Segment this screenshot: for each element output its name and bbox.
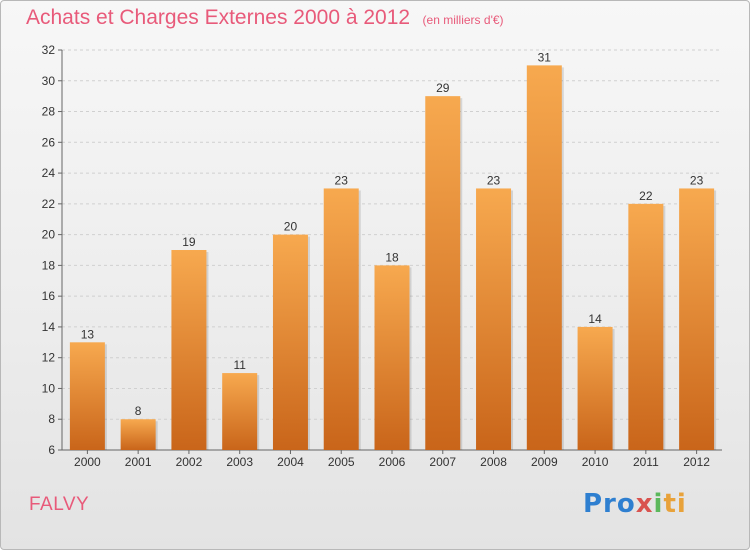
x-tick-label: 2009	[531, 455, 558, 469]
y-tick-label: 30	[42, 74, 56, 88]
data-label: 18	[385, 250, 399, 264]
logo-part-4: ti	[663, 489, 687, 519]
x-tick-label: 2012	[683, 455, 710, 469]
data-label: 23	[487, 173, 501, 187]
bar-2003	[222, 373, 258, 450]
x-tick-label: 2006	[379, 455, 406, 469]
x-tick-label: 2008	[480, 455, 507, 469]
bar-2012	[679, 188, 715, 450]
bar-2004	[272, 234, 308, 450]
bars	[69, 65, 717, 451]
x-tick-label: 2010	[582, 455, 609, 469]
bar-2005	[323, 188, 359, 450]
y-tick-label: 8	[48, 412, 55, 426]
y-tick-label: 12	[42, 351, 56, 365]
y-tick-label: 16	[42, 289, 56, 303]
y-tick-label: 6	[48, 443, 55, 457]
data-label: 23	[690, 173, 704, 187]
data-label: 29	[436, 81, 450, 95]
y-tick-label: 32	[42, 43, 56, 57]
y-tick-label: 26	[42, 135, 56, 149]
bar-2002	[171, 250, 207, 450]
x-tick-label: 2002	[176, 455, 203, 469]
y-tick-label: 24	[42, 166, 56, 180]
data-label: 22	[639, 189, 653, 203]
x-tick-label: 2011	[633, 455, 659, 469]
chart-title: Achats et Charges Externes 2000 à 2012	[26, 6, 411, 29]
bar-2007	[425, 96, 461, 451]
commune-name: FALVY	[29, 494, 90, 515]
x-tick-label: 2003	[226, 455, 253, 469]
logo-part-3: i	[653, 489, 664, 519]
bar-2011	[628, 203, 664, 450]
data-label: 19	[182, 235, 196, 249]
data-label: 23	[335, 173, 349, 187]
bar-2008	[476, 188, 512, 450]
y-tick-label: 22	[42, 197, 56, 211]
proxiti-logo: Proxiti	[583, 489, 687, 519]
bar-2000	[69, 342, 105, 450]
y-tick-label: 18	[42, 258, 56, 272]
axes: 6 8 10 12 14 16 18 20 22 24 26 28 30 32 2000 2001 2002 20…	[42, 43, 722, 469]
title-row: Achats et Charges Externes 2000 à 2012 (…	[26, 6, 504, 30]
x-tick-label: 2001	[125, 455, 152, 469]
data-label: 13	[81, 327, 95, 341]
chart-subtitle: (en milliers d'€)	[422, 13, 504, 27]
bar-2010	[577, 326, 613, 450]
y-tick-label: 14	[42, 320, 56, 334]
bar-2001	[120, 419, 156, 450]
y-tick-label: 10	[42, 381, 56, 395]
data-labels: 13 8 19 11 20 23 18 29 23 31 14 22 23	[81, 50, 704, 418]
data-label: 14	[588, 312, 602, 326]
data-label: 8	[135, 404, 142, 418]
y-tick-label: 28	[42, 105, 56, 119]
logo-part-2: x	[635, 489, 654, 519]
logo-part-1: Pro	[583, 489, 636, 519]
bar-2009	[526, 65, 562, 450]
data-label: 11	[233, 358, 246, 372]
y-tick-label: 20	[42, 228, 56, 242]
data-label: 20	[284, 220, 298, 234]
x-tick-label: 2005	[328, 455, 355, 469]
x-tick-label: 2007	[429, 455, 456, 469]
x-tick-label: 2004	[277, 455, 304, 469]
x-tick-label: 2000	[74, 455, 101, 469]
bar-2006	[374, 265, 410, 450]
data-label: 31	[538, 50, 552, 64]
